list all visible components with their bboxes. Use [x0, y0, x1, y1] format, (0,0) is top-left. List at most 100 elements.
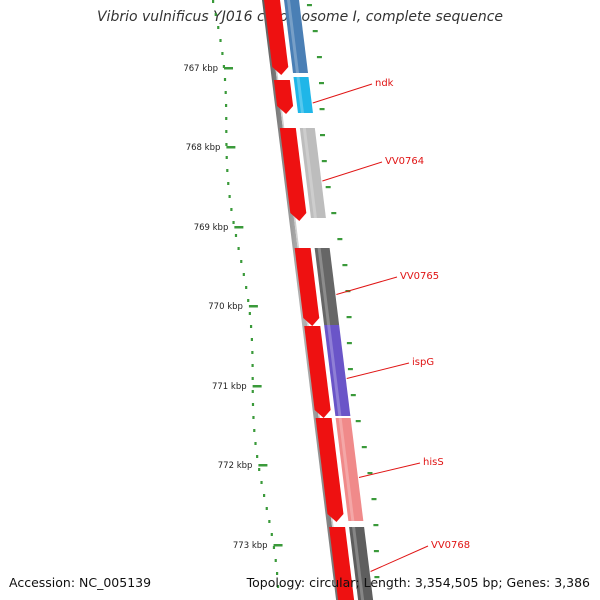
gc-dot [254, 442, 257, 445]
gene-bar-shine [327, 325, 342, 416]
cds-track [264, 0, 355, 600]
gene-bar [284, 0, 309, 73]
tick-mark [226, 146, 236, 149]
label-leader [312, 83, 373, 104]
tick-label: 771 kbp [212, 382, 247, 392]
gc-dot [234, 234, 238, 237]
gc-skew-dots [212, 0, 380, 588]
gc-dot [222, 65, 226, 68]
gc-dot [242, 273, 245, 276]
plot-dash [316, 56, 322, 59]
plot-dash [374, 576, 380, 579]
gc-dot [225, 130, 228, 133]
gene-bar [349, 527, 374, 600]
plot-dash [318, 82, 324, 85]
gc-dot [253, 429, 256, 432]
cds-arrow [304, 326, 331, 418]
gc-dot [258, 468, 261, 471]
tick-label: 767 kbp [183, 64, 218, 74]
cds-arrow [273, 80, 294, 114]
gc-dot [248, 312, 251, 315]
gene-label: VV0765 [400, 271, 439, 282]
gene-bar [314, 248, 340, 325]
cds-arrow [294, 248, 320, 326]
tick-label: 770 kbp [208, 302, 243, 312]
plot-dash [350, 394, 356, 397]
gene-label: ndk [375, 78, 394, 89]
gc-dot [219, 39, 222, 42]
plot-dash [312, 30, 318, 33]
gc-dot [251, 351, 254, 354]
gene-bar-shine [317, 248, 331, 325]
tick-mark [248, 305, 258, 308]
tick-label: 772 kbp [218, 461, 253, 471]
cds-arrow [264, 0, 289, 75]
gc-dot [265, 507, 268, 510]
plot-dash [355, 420, 361, 423]
plot-dash [373, 524, 379, 527]
cds-arrow [329, 527, 355, 600]
tick-label: 773 kbp [233, 541, 268, 551]
plot-dash [320, 134, 326, 137]
gc-dot [224, 104, 228, 107]
gc-dot [221, 52, 224, 55]
plot-dash [342, 264, 348, 267]
gene-labels: ndk VV0764 VV0765 ispG hisS VV0768 [312, 78, 470, 572]
tick-mark [234, 226, 244, 229]
scale-ticks: 767 kbp 768 kbp 769 kbp 770 kbp 771 kbp 772 k… [183, 64, 283, 551]
gc-dot [251, 364, 254, 367]
gene-bar-shine [352, 527, 365, 600]
gc-dot [245, 286, 248, 289]
gc-dot [214, 13, 217, 16]
gene-track [284, 0, 374, 600]
plot-dash [371, 498, 377, 501]
gc-dot [272, 546, 276, 549]
gc-dot [252, 416, 255, 419]
plot-dash [337, 238, 343, 241]
gc-dot [260, 481, 263, 484]
gene-bar-shine [287, 0, 300, 73]
gene-label: VV0764 [385, 156, 424, 167]
gc-dot [225, 143, 228, 146]
tick-label: 769 kbp [194, 223, 229, 233]
gc-dot [217, 26, 220, 29]
gc-dot [249, 325, 253, 328]
tick-label: 768 kbp [186, 143, 221, 153]
tick-mark [224, 67, 234, 70]
plot-dash [325, 186, 331, 189]
gc-dot [230, 208, 233, 211]
gene-bar-shine [338, 418, 355, 521]
plot-dash [373, 550, 379, 553]
plot-dash [346, 316, 352, 319]
gene-label: VV0768 [431, 540, 470, 551]
gc-dot [225, 117, 228, 120]
gc-dot [247, 299, 250, 302]
gene-bar [324, 325, 351, 416]
label-leader [336, 276, 398, 295]
gc-dot [275, 572, 279, 575]
gc-dot [250, 338, 253, 341]
gc-dot [227, 182, 230, 185]
tick-mark [252, 385, 262, 388]
tick-mark [258, 464, 268, 467]
accession-text: Accession: NC_005139 [9, 575, 152, 590]
plot-dash [361, 446, 367, 449]
gc-dot [237, 247, 240, 250]
gc-dot [251, 377, 254, 380]
gc-dot [262, 494, 266, 497]
tick-mark [273, 544, 283, 547]
plot-dash [306, 4, 312, 7]
label-leader [322, 161, 383, 182]
gc-dot [251, 403, 255, 406]
gc-dot [270, 533, 273, 536]
gene-bar [335, 418, 364, 521]
gc-dot [228, 195, 231, 198]
gc-dot [268, 520, 271, 523]
gene-bar [293, 77, 313, 113]
gc-dot [276, 585, 280, 588]
plot-dash [319, 108, 325, 111]
gc-dot [251, 390, 254, 393]
gc-dot [224, 91, 227, 94]
gene-label: ispG [412, 357, 434, 368]
